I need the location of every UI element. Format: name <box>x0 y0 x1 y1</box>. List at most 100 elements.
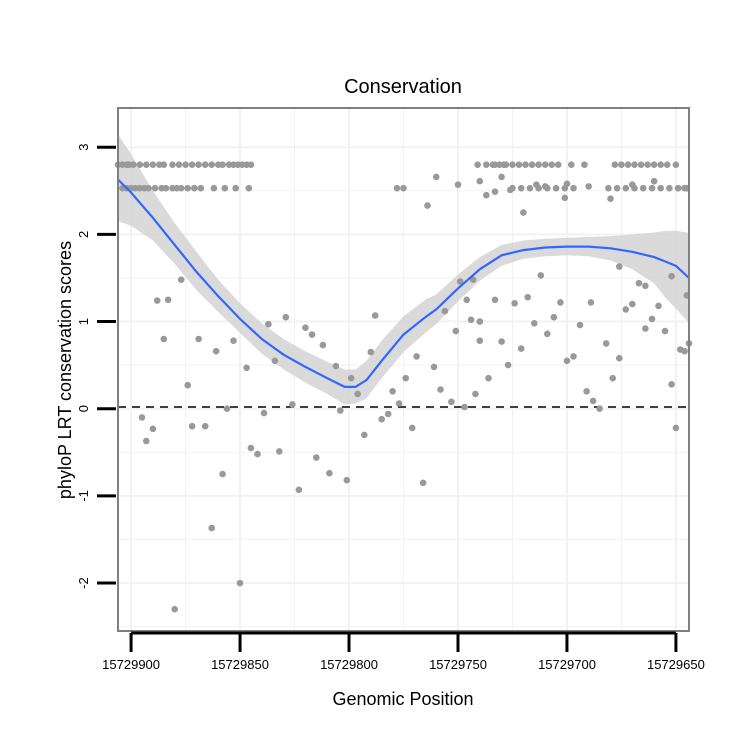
data-point <box>208 161 215 168</box>
data-point <box>400 184 407 192</box>
data-point <box>188 422 196 430</box>
data-point <box>474 161 481 168</box>
data-point <box>596 405 603 413</box>
x-tick-label: 15729850 <box>211 657 269 672</box>
data-point <box>437 386 444 393</box>
data-point <box>587 299 595 306</box>
data-point <box>517 345 525 352</box>
data-point <box>195 335 202 343</box>
data-point <box>648 315 656 323</box>
data-point <box>498 173 505 181</box>
data-point <box>184 381 191 389</box>
data-point <box>541 161 549 168</box>
data-point <box>535 161 542 168</box>
data-point <box>544 330 551 338</box>
data-point <box>164 296 172 304</box>
data-point <box>644 161 651 168</box>
data-point <box>182 161 189 168</box>
data-point <box>191 184 198 192</box>
data-point <box>149 425 157 433</box>
data-point <box>145 184 152 192</box>
data-point <box>177 184 185 192</box>
data-point <box>430 363 438 371</box>
data-point <box>162 184 170 192</box>
data-point <box>236 579 244 587</box>
data-point <box>563 180 571 188</box>
data-point <box>245 184 253 192</box>
x-axis: 15729900 15729850 15729800 15729750 15729700… <box>102 631 705 672</box>
data-point <box>681 347 688 355</box>
data-point <box>210 184 218 192</box>
data-point <box>247 444 255 452</box>
data-point <box>609 374 616 382</box>
data-point <box>302 324 309 332</box>
data-point <box>201 161 209 168</box>
data-point <box>637 161 645 168</box>
y-axis-label: phyloP LRT conservation scores <box>55 241 75 499</box>
data-point <box>622 306 630 313</box>
data-point <box>498 338 505 345</box>
data-point <box>533 181 540 188</box>
y-axis: -2 -1 0 1 2 3 <box>76 144 116 589</box>
data-point <box>576 321 584 329</box>
data-point <box>153 297 161 304</box>
smooth-line-layer <box>117 178 690 388</box>
data-point <box>265 320 272 328</box>
data-point <box>432 173 440 181</box>
smooth-line <box>117 178 690 388</box>
data-point <box>149 161 157 168</box>
data-point <box>393 184 401 192</box>
data-point <box>395 400 403 407</box>
data-point <box>219 470 226 478</box>
x-axis-label: Genomic Position <box>332 689 473 709</box>
data-point <box>491 161 499 168</box>
data-point <box>160 335 168 343</box>
data-point <box>504 361 512 369</box>
data-point <box>570 184 577 192</box>
data-point <box>454 181 462 188</box>
data-point <box>221 184 229 192</box>
data-point <box>295 486 303 494</box>
data-point <box>337 407 344 414</box>
data-point <box>485 374 492 382</box>
data-point <box>371 312 379 319</box>
data-point <box>260 409 268 417</box>
data-point <box>605 184 612 192</box>
data-point <box>616 263 623 270</box>
chart-title: Conservation <box>344 76 462 98</box>
data-point <box>177 276 185 284</box>
y-tick-label: 3 <box>76 144 91 151</box>
data-point <box>308 331 316 338</box>
data-point <box>642 282 649 290</box>
data-point <box>517 184 525 192</box>
data-point <box>526 184 534 192</box>
data-point <box>160 161 168 168</box>
data-point <box>243 364 250 372</box>
data-point <box>568 161 575 168</box>
data-point <box>622 184 630 192</box>
y-tick-label: -2 <box>76 577 91 589</box>
data-point <box>552 184 560 192</box>
data-point <box>476 318 484 325</box>
data-point <box>361 431 368 439</box>
data-point <box>476 177 484 185</box>
data-point <box>657 184 664 192</box>
data-point <box>650 161 658 168</box>
data-point <box>666 184 673 192</box>
data-point <box>550 313 558 321</box>
data-point <box>537 272 545 279</box>
data-point <box>642 325 649 332</box>
data-point <box>469 276 477 284</box>
x-tick-label: 15729750 <box>429 657 487 672</box>
data-point <box>441 307 449 315</box>
data-point <box>313 454 320 461</box>
data-point <box>607 195 614 202</box>
data-point <box>583 388 590 395</box>
data-point <box>289 401 296 408</box>
data-point <box>570 353 577 360</box>
data-point <box>507 186 514 194</box>
data-point <box>668 272 675 280</box>
data-point <box>467 316 475 324</box>
data-point <box>681 184 688 192</box>
data-point <box>136 161 144 168</box>
